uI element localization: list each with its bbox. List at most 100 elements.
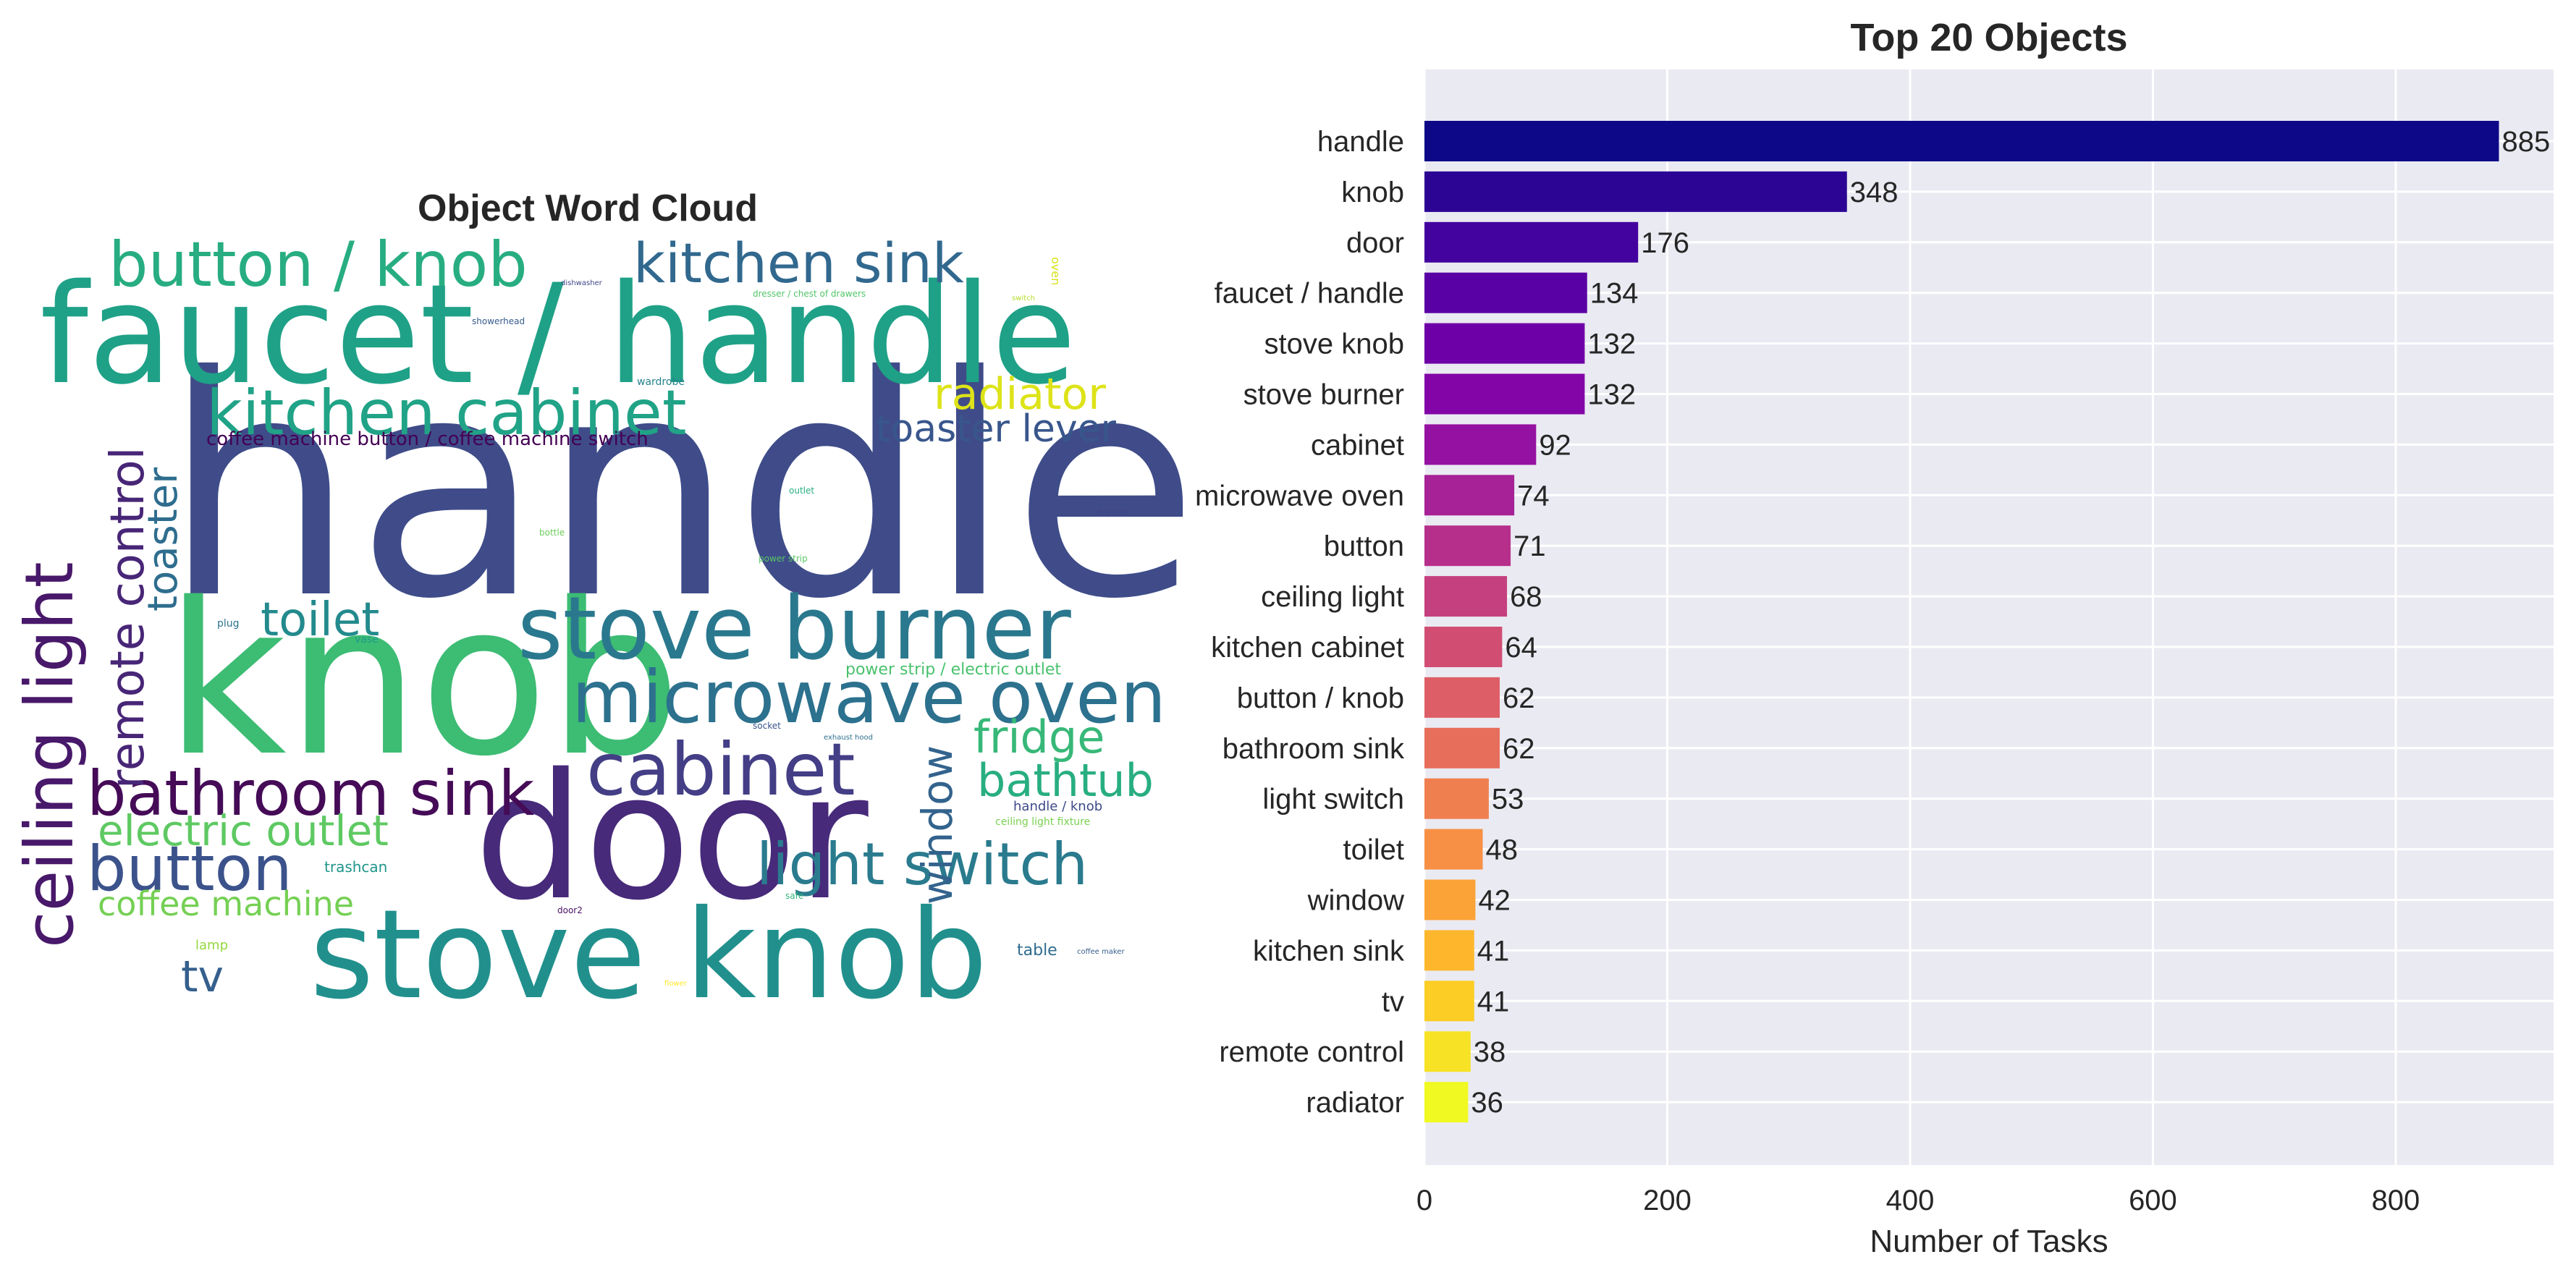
word-cloud-word: bathroom sink bbox=[87, 758, 535, 830]
word-cloud-word: coffee machine bbox=[98, 884, 354, 923]
bar bbox=[1424, 1082, 1469, 1123]
category-label: toilet bbox=[1343, 834, 1405, 866]
word-cloud-word: wardrobe bbox=[637, 376, 685, 388]
word-cloud-word: trashcan bbox=[324, 858, 387, 876]
category-label: bathroom sink bbox=[1222, 733, 1405, 765]
word-cloud-word: remote control bbox=[101, 447, 155, 789]
word-cloud-word: coffee maker bbox=[1077, 948, 1125, 956]
word-cloud-word: handle / knob bbox=[1013, 799, 1102, 814]
category-label: faucet / handle bbox=[1215, 278, 1404, 310]
word-cloud-word: exhaust hood bbox=[824, 734, 873, 742]
bar bbox=[1424, 576, 1508, 617]
word-cloud-word: handle bbox=[163, 312, 1187, 666]
category-label: knob bbox=[1341, 177, 1404, 208]
category-label: door bbox=[1346, 227, 1404, 259]
word-cloud-word: door2 bbox=[557, 905, 583, 915]
word-cloud-word: oven bbox=[1049, 257, 1063, 285]
value-label: 62 bbox=[1503, 682, 1535, 714]
word-cloud-word: power strip bbox=[759, 554, 808, 564]
bar bbox=[1424, 525, 1511, 567]
word-cloud-word: kitchen sink bbox=[633, 231, 964, 295]
value-label: 176 bbox=[1641, 227, 1689, 259]
word-cloud-word: lamp bbox=[195, 938, 228, 953]
category-label: remote control bbox=[1219, 1036, 1404, 1068]
category-label: radiator bbox=[1306, 1087, 1404, 1119]
word-cloud-word: knob bbox=[165, 559, 681, 803]
word-cloud-word: electric outlet bbox=[98, 806, 389, 855]
word-cloud-word: radiator bbox=[934, 369, 1106, 420]
category-label: stove knob bbox=[1264, 329, 1404, 360]
word-cloud-word: safe bbox=[785, 891, 803, 901]
bar bbox=[1424, 930, 1474, 971]
word-cloud-word: power strip / electric outlet bbox=[845, 661, 1061, 679]
category-label: kitchen cabinet bbox=[1211, 632, 1404, 664]
word-cloud-word: bottle bbox=[539, 528, 565, 538]
word-cloud-word: light switch bbox=[756, 831, 1088, 898]
word-cloud-word: outlet bbox=[789, 486, 814, 496]
category-label: cabinet bbox=[1311, 429, 1404, 461]
word-cloud-word: window bbox=[913, 745, 962, 905]
word-cloud-word: bathtub bbox=[977, 754, 1154, 807]
bar bbox=[1424, 323, 1585, 364]
category-label: tv bbox=[1382, 986, 1404, 1017]
x-axis-label: Number of Tasks bbox=[1870, 1224, 2108, 1259]
word-cloud-word: stove burner bbox=[518, 579, 1071, 679]
category-labels: handle knob door faucet / handle stove knob s… bbox=[1195, 126, 1405, 1119]
category-label: button / knob bbox=[1237, 682, 1404, 714]
word-cloud-word: toilet bbox=[261, 593, 379, 647]
category-label: button bbox=[1324, 530, 1404, 562]
bar bbox=[1424, 373, 1585, 415]
bar bbox=[1424, 677, 1500, 718]
value-label: 36 bbox=[1471, 1087, 1503, 1119]
bar bbox=[1424, 778, 1489, 819]
value-label: 38 bbox=[1474, 1036, 1506, 1068]
value-label: 92 bbox=[1539, 429, 1571, 461]
value-label: 71 bbox=[1513, 530, 1546, 562]
bar bbox=[1424, 727, 1500, 768]
category-label: kitchen sink bbox=[1253, 935, 1405, 967]
word-cloud-word: button bbox=[87, 833, 292, 905]
value-label: 62 bbox=[1503, 733, 1535, 765]
word-cloud-word: microwave oven bbox=[572, 655, 1166, 740]
bar bbox=[1424, 627, 1503, 667]
word-cloud-word: ceiling light bbox=[11, 562, 88, 948]
bar bbox=[1424, 272, 1587, 313]
word-cloud-word: plug bbox=[217, 618, 240, 630]
value-label: 132 bbox=[1587, 329, 1636, 360]
bar bbox=[1424, 121, 2499, 161]
value-label: 132 bbox=[1587, 379, 1636, 411]
value-label: 41 bbox=[1477, 935, 1510, 967]
x-tick-labels: 0 200 400 600 800 bbox=[1416, 1185, 2420, 1216]
category-label: light switch bbox=[1262, 784, 1404, 816]
x-tick-label: 600 bbox=[2129, 1185, 2177, 1216]
bars bbox=[1424, 121, 2499, 1123]
bar bbox=[1424, 221, 1639, 263]
value-label: 885 bbox=[2502, 126, 2551, 158]
word-cloud-word: coffee machine button / coffee machine s… bbox=[206, 428, 649, 450]
x-tick-label: 200 bbox=[1643, 1185, 1692, 1216]
value-label: 41 bbox=[1477, 986, 1510, 1017]
word-cloud-word: kitchen cabinet bbox=[206, 377, 687, 449]
bar bbox=[1424, 424, 1537, 465]
category-label: ceiling light bbox=[1261, 581, 1404, 613]
value-label: 42 bbox=[1478, 885, 1511, 917]
bar bbox=[1424, 475, 1515, 516]
word-cloud-word: socket bbox=[753, 721, 781, 731]
bar bbox=[1424, 829, 1483, 870]
value-label: 74 bbox=[1517, 480, 1550, 512]
word-cloud-word: dresser / chest of drawers bbox=[753, 289, 866, 299]
value-label: 348 bbox=[1850, 177, 1899, 208]
word-cloud-title: Object Word Cloud bbox=[418, 187, 758, 229]
x-tick-label: 0 bbox=[1416, 1185, 1432, 1216]
bar-chart-title: Top 20 Objects bbox=[1850, 16, 2127, 59]
word-cloud-word: flower bbox=[664, 980, 688, 988]
word-cloud-word: vase bbox=[355, 634, 379, 645]
category-label: microwave oven bbox=[1195, 480, 1404, 512]
value-label: 64 bbox=[1505, 632, 1537, 664]
value-label: 48 bbox=[1486, 834, 1519, 866]
word-cloud-word: door bbox=[474, 736, 869, 939]
category-label: handle bbox=[1317, 126, 1404, 158]
